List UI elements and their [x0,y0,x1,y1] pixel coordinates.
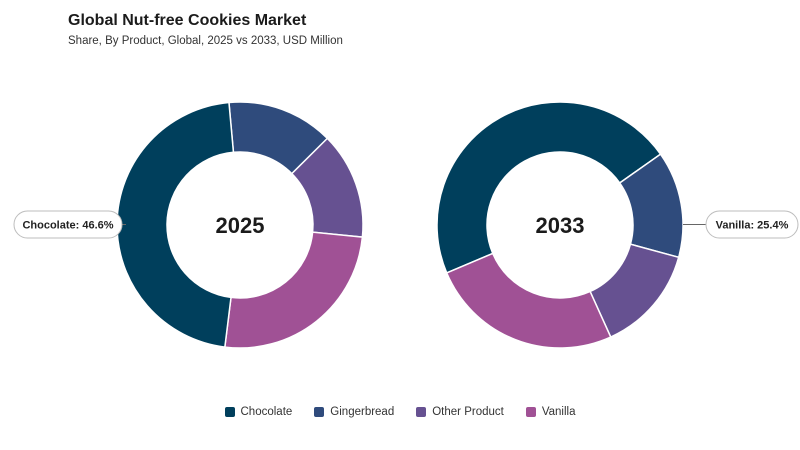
legend-swatch-vanilla [525,407,536,417]
slice-2025-vanilla[interactable] [223,231,364,349]
donut-center-label: 2033 [536,213,585,238]
legend-label-other-product: Other Product [432,406,504,418]
donut-2025: 2025 Chocolate: 46.6% [13,101,364,349]
legend: Chocolate Gingerbread Other Product Vani… [0,406,800,418]
donut-center-label: 2025 [216,213,265,238]
slice-2025-chocolate[interactable] [116,101,235,348]
callout-label: Vanilla: 25.4% [716,220,789,232]
legend-label-gingerbread: Gingerbread [330,406,395,418]
slice-2033-chocolate[interactable] [436,101,662,274]
legend-item-gingerbread[interactable]: Gingerbread [314,406,394,418]
slice-2033-vanilla[interactable] [445,252,612,349]
legend-item-chocolate[interactable]: Chocolate [224,406,293,418]
legend-swatch-gingerbread [314,407,325,417]
legend-item-vanilla[interactable]: Vanilla [525,406,576,418]
chart-subtitle: Share, By Product, Global, 2025 vs 2033,… [68,35,343,47]
legend-item-other-product[interactable]: Other Product [416,406,504,418]
chart-title: Global Nut-free Cookies Market [68,12,307,29]
callout-box [13,210,123,239]
legend-label-vanilla: Vanilla [541,406,576,418]
donut-2033: 2033 Vanilla: 25.4% [436,101,799,349]
callout-box [705,210,799,239]
legend-label-chocolate: Chocolate [240,406,293,418]
legend-swatch-other-product [416,407,427,417]
legend-swatch-chocolate [224,407,235,417]
callout-label: Chocolate: 46.6% [22,220,113,232]
